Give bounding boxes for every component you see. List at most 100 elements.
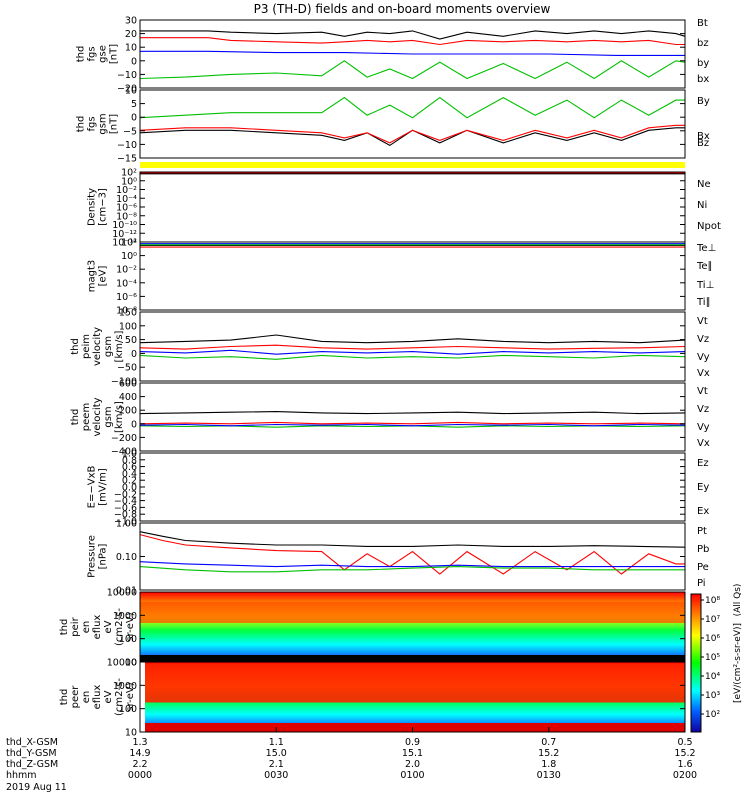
y-axis-label: Pressure[nPa] (87, 535, 109, 578)
panel-temperature: 10² 10⁰ 10⁻² 10⁻⁴ 10⁻⁶ 10⁻⁸ magt3[eV] Te⊥ Te∥ Ti⊥… (87, 238, 717, 317)
y-axis-label: E=−VxB[mV/m] (87, 466, 109, 509)
x-tick-label-t: 0100 (400, 770, 424, 781)
legend-vy: Vy (697, 352, 710, 363)
y-tick-label: −100 (111, 377, 137, 388)
y-axis-label-line: magt3 (87, 260, 98, 293)
legend-vt: Vt (697, 386, 708, 397)
series-line-bt (140, 30, 686, 40)
y-axis-label-line: peim (81, 334, 92, 359)
y-tick-label: 1.00 (116, 519, 137, 530)
x-tick-label-t: 0200 (673, 770, 697, 781)
y-tick-label: 10⁰ (121, 176, 137, 187)
x-axis-row-label: hhmm (6, 770, 37, 781)
y-tick-label: −0.4 (114, 496, 137, 507)
y-axis-label-line: eflux (92, 615, 103, 640)
y-tick-label: 10000 (107, 658, 137, 669)
y-axis-label-line: peer (70, 685, 81, 709)
x-tick-label-x: 0.7 (541, 737, 556, 748)
y-axis-label: thdpeimvelocitygsm[km/s] (70, 327, 125, 366)
data-gap (140, 662, 145, 732)
legend-ni: Ni (697, 200, 707, 211)
panel-efield: 1.00.80.60.40.20.0−0.2−0.4−0.6−0.8−1.0 E=… (87, 449, 710, 528)
x-tick-label-y: 15.2 (538, 748, 559, 759)
panel-frame (139, 89, 686, 159)
legend-vx: Vx (697, 368, 710, 379)
y-axis-label-line: velocity (92, 327, 103, 366)
panel-peim-velocity: 150 100 50 0 −50 −100 thdpeimvelocitygsm[km/s]… (70, 308, 710, 388)
y-axis-label-line: Density (87, 188, 98, 226)
y-tick-label: 10 (125, 658, 137, 669)
low-energy-band (145, 723, 685, 732)
x-tick-label-z: 2.0 (405, 759, 420, 770)
x-tick-label-x: 1.3 (132, 737, 147, 748)
series-line-vz (139, 421, 686, 425)
y-axis-label-line: E=−VxB (87, 466, 98, 509)
colorbar: 10⁸ 10⁷ 10⁶ 10⁵ 10⁴ 10³ 10² [eV/(cm²-s-sr-eV)] (… (690, 584, 743, 733)
y-tick-label: 0.6 (122, 462, 137, 473)
y-tick-label: 0 (131, 419, 137, 430)
colorbar-ions-label: (All Qs) (733, 584, 743, 617)
legend-bz: Bz (697, 138, 709, 149)
legend-bx: bx (697, 74, 709, 85)
y-tick-label: 100 (119, 634, 137, 645)
y-axis-label-line: thd (76, 116, 87, 133)
y-tick-label: 100 (119, 704, 137, 715)
series-line-bz (140, 37, 685, 46)
y-axis-label-line: thd (76, 46, 87, 63)
y-axis-label-line: [cm−3] (98, 188, 109, 226)
x-tick-label-t: 0130 (537, 770, 561, 781)
y-tick-label: 10⁻⁴ (116, 278, 137, 289)
legend-vy: Vy (697, 422, 710, 433)
legend-ti: Ti∥ (696, 297, 711, 308)
y-axis-label-line: en (81, 621, 92, 634)
legend-pe: Pe (697, 562, 709, 573)
y-tick-label: −5 (123, 126, 137, 137)
y-axis-label-line: thd (59, 689, 70, 706)
y-tick-label: 10 (125, 43, 137, 54)
series-line-vx (139, 349, 686, 355)
y-tick-label: 10⁻⁸ (116, 211, 137, 222)
legend-pi: Pi (697, 578, 706, 589)
y-tick-label: 10⁻¹⁰ (112, 220, 137, 231)
series-line-pi (139, 566, 685, 573)
y-tick-label: 0 (131, 56, 137, 67)
panel-peem-velocity: 600 400 200 0 −200 −400 thdpeemvelocitygsm[km/… (70, 379, 710, 458)
legend-npot: Npot (697, 221, 721, 232)
series-line-pt (139, 531, 686, 548)
legend-pb: Pb (697, 544, 709, 555)
series-line-bx (140, 50, 685, 56)
y-axis-label-line: eV (103, 690, 114, 703)
y-tick-label: 1000 (113, 611, 137, 622)
figure-title: P3 (TH-D) fields and on-board moments ov… (254, 2, 551, 16)
y-axis-label-line: [nPa] (98, 543, 109, 569)
y-tick-label: −50 (117, 363, 137, 374)
x-axis-row-label: thd_Z-GSM (6, 759, 58, 770)
y-axis-label-line: fgs (87, 116, 98, 131)
legend-vt: Vt (697, 316, 708, 327)
legend-vz: Vz (697, 334, 709, 345)
colorbar-tick-label: 10⁵ (705, 653, 720, 663)
y-axis-label-line: [mV/m] (98, 468, 109, 506)
panel-frame (139, 171, 686, 243)
x-tick-label-y: 15.2 (674, 748, 695, 759)
y-tick-label: 20 (125, 29, 137, 40)
panel-density: 10²10⁰10⁻²10⁻⁴10⁻⁶10⁻⁸10⁻¹⁰10⁻¹²10⁻¹⁴Den… (87, 162, 721, 249)
y-tick-label: 0 (131, 349, 137, 360)
y-axis-label-line: gsm (103, 406, 114, 427)
y-axis-label: thdpeirenefluxeV(cm2-s-sr-eV) (59, 608, 136, 646)
y-tick-label: 0.0 (122, 483, 137, 494)
y-axis-label-line: thd (70, 338, 81, 355)
series-line-vx (139, 423, 686, 427)
legend-ex: Ex (697, 506, 709, 517)
legend-te: Te⊥ (696, 243, 716, 254)
y-axis-label-line: thd (70, 409, 81, 426)
x-tick-label-z: 1.6 (677, 759, 692, 770)
y-tick-label: 10 (125, 728, 137, 739)
panels-group: 3020100−10−20thdfgsgse[nT]Btbzbybx1050−5… (59, 16, 721, 739)
y-axis-label-line: sr-eV) (125, 612, 136, 641)
y-tick-label: 10² (121, 238, 137, 249)
y-tick-label: 0.8 (122, 455, 137, 466)
y-tick-label: 0.10 (116, 552, 137, 563)
